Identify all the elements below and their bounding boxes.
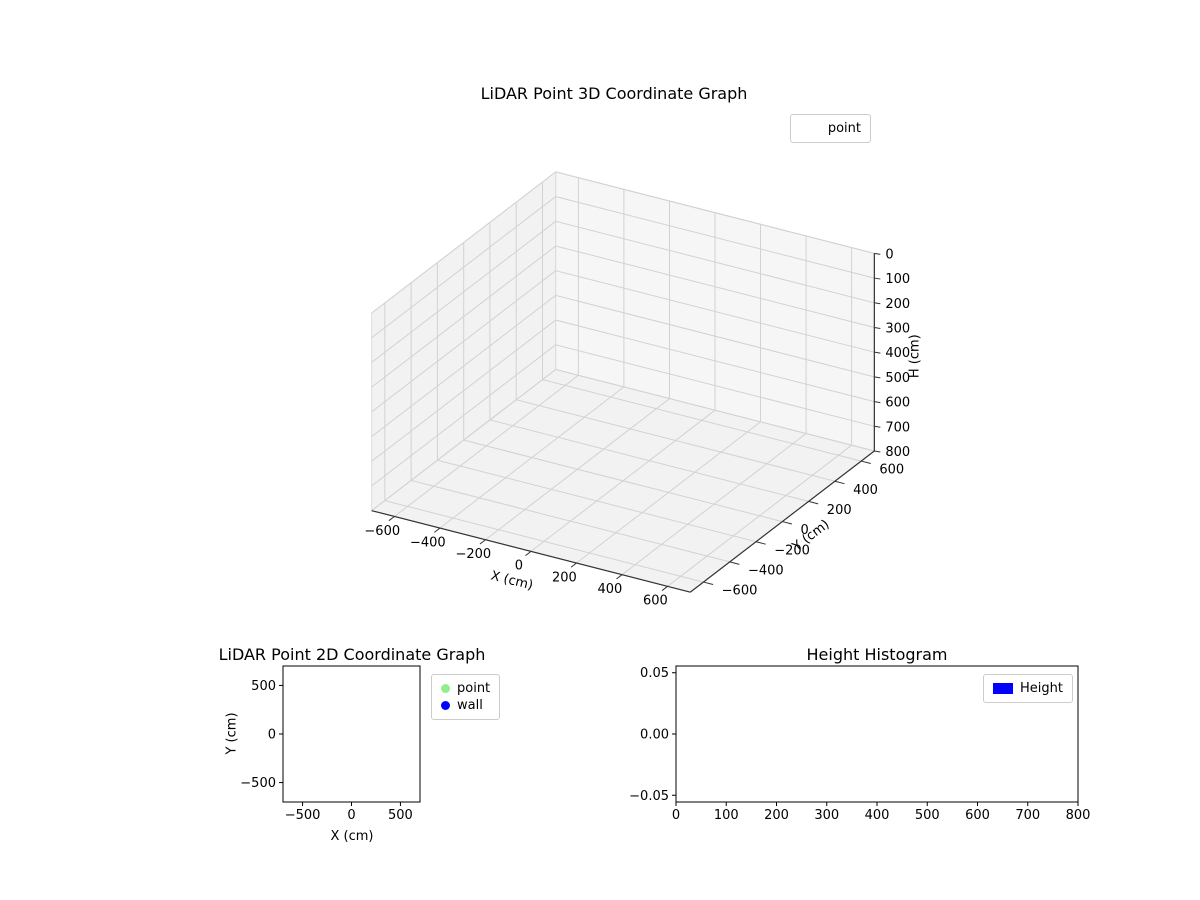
y-tick-label: 0: [268, 728, 276, 743]
x-tick: [661, 585, 668, 591]
z-tick-label: 700: [885, 420, 910, 435]
y-tick-label: 600: [879, 463, 904, 478]
z-tick-label: 800: [885, 445, 910, 460]
z-tick-label: 400: [885, 346, 910, 361]
z-tick: [874, 376, 881, 379]
y-tick-label: 0.00: [640, 728, 669, 743]
legend-row: wall: [441, 697, 490, 714]
y-tick-label: 400: [853, 483, 878, 498]
z-tick: [874, 450, 881, 453]
x-tick-label: 0: [672, 808, 680, 823]
x-tick-label: 300: [814, 808, 839, 823]
x-tick: [479, 539, 486, 545]
empty-marker-handle: [800, 123, 821, 134]
y-tick: [782, 521, 793, 525]
legend-row: point: [800, 120, 861, 137]
legend-label-height: Height: [1020, 681, 1063, 696]
y-tick-label: 0.05: [640, 666, 669, 681]
lidar-2d-frame: [282, 665, 421, 803]
plot3d-ylabel: Y (cm): [789, 517, 832, 555]
z-tick-label: 300: [885, 321, 910, 336]
histogram-legend: Height: [983, 674, 1073, 703]
y-tick-label: 500: [251, 679, 276, 694]
grid-line-z: [371, 294, 875, 437]
grid-line-z: [371, 368, 875, 511]
x-tick: [434, 527, 441, 533]
x-tick-label: 600: [965, 808, 990, 823]
legend-label-point: point: [457, 681, 491, 696]
grid-line-z: [371, 220, 875, 363]
x-tick: [525, 550, 532, 557]
y-tick: [703, 581, 714, 585]
legend-label-point: point: [827, 121, 861, 136]
z-tick: [874, 326, 881, 329]
x-tick-label: 400: [865, 808, 890, 823]
plot2d-xlabel: X (cm): [330, 829, 374, 844]
x-tick-label: −200: [455, 547, 491, 562]
point-marker-icon: [441, 684, 450, 693]
y-tick: [755, 541, 766, 545]
plot2d-title: LiDAR Point 2D Coordinate Graph: [218, 645, 486, 664]
x-tick-label: −600: [364, 524, 400, 539]
y-tick: [834, 480, 845, 485]
plot2d-ylabel: Y (cm): [224, 712, 240, 755]
z-tick-label: 100: [885, 272, 910, 287]
x-tick-label: 500: [388, 808, 413, 823]
y-tick-label: −500: [240, 776, 276, 791]
legend-label-wall: wall: [457, 698, 483, 713]
y-tick-label: −600: [722, 584, 758, 599]
y-tick-label: −0.05: [629, 789, 669, 804]
x-tick: [616, 574, 623, 580]
grid-line-z: [371, 171, 875, 314]
grid-line-z: [371, 196, 875, 339]
x-tick: [388, 516, 395, 522]
x-tick-label: 0: [515, 559, 523, 574]
x-tick-label: 200: [764, 808, 789, 823]
x-tick-label: 100: [714, 808, 739, 823]
z-tick: [874, 425, 881, 428]
z-tick-label: 600: [885, 396, 910, 411]
z-tick: [874, 277, 881, 280]
plot3d-legend: point: [789, 114, 871, 143]
y-tick-label: −400: [748, 564, 784, 579]
grid-line-z: [371, 245, 875, 388]
y-tick: [861, 460, 871, 464]
x-tick-label: 0: [347, 808, 355, 823]
plot3d-title: LiDAR Point 3D Coordinate Graph: [480, 84, 748, 103]
y-tick: [808, 500, 819, 505]
x-tick-label: 500: [915, 808, 940, 823]
plot2d-legend: point wall: [431, 674, 501, 720]
z-tick-label: 500: [885, 371, 910, 386]
z-tick: [874, 252, 881, 255]
grid-line-z: [371, 270, 875, 413]
y-tick-label: 0: [801, 523, 809, 538]
plot3d-xlabel: X (cm): [489, 569, 534, 594]
y-tick-label: 200: [827, 503, 852, 518]
z-tick: [874, 302, 881, 305]
x-tick-label: −400: [410, 535, 446, 550]
z-tick-label: 200: [885, 297, 910, 312]
z-tick: [874, 351, 881, 354]
x-tick-label: 800: [1066, 808, 1091, 823]
x-tick-label: 400: [597, 582, 622, 597]
y-tick: [729, 561, 740, 565]
plot3d-zlabel: H (cm): [907, 334, 922, 378]
z-tick: [874, 401, 881, 404]
y-tick-label: −200: [774, 543, 810, 558]
x-tick-label: −500: [285, 808, 321, 823]
grid-line-z: [371, 344, 875, 487]
grid-line-z: [371, 319, 875, 462]
height-swatch-icon: [993, 683, 1014, 694]
x-tick-label: 600: [643, 594, 668, 609]
x-tick-label: 200: [552, 570, 577, 585]
legend-row: Height: [993, 680, 1063, 697]
wall-marker-icon: [441, 701, 450, 710]
legend-row: point: [441, 680, 490, 697]
histogram-title: Height Histogram: [806, 645, 948, 664]
x-tick: [570, 562, 577, 568]
x-tick-label: 700: [1015, 808, 1040, 823]
z-tick-label: 0: [885, 247, 893, 262]
